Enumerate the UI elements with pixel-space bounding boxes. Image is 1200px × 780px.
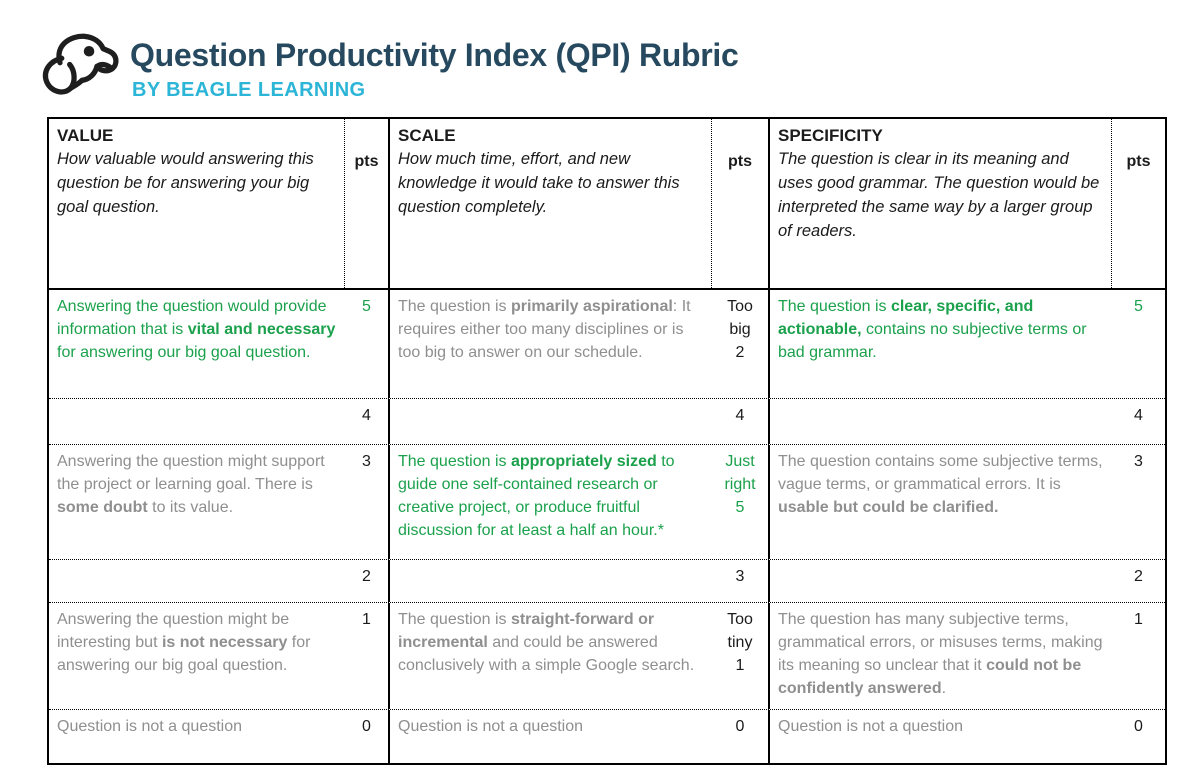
rubric-cell: 4 xyxy=(388,399,768,444)
cell-pts: 4 xyxy=(735,407,745,424)
cell-pts: 2 xyxy=(1134,568,1143,585)
cell-text: The question is clear, specific, and act… xyxy=(778,298,1087,361)
column-title: VALUE xyxy=(57,126,114,145)
cell-pts: 3 xyxy=(1134,453,1143,470)
cell-pts: 0 xyxy=(735,718,745,735)
cell-pts: 4 xyxy=(362,407,371,424)
cell-text: Question is not a question xyxy=(778,718,964,735)
cell-text: The question is primarily aspirational: … xyxy=(398,298,691,361)
pts-column-header: pts xyxy=(354,153,379,170)
column-description: The question is clear in its meaning and… xyxy=(778,150,1100,240)
cell-text: Question is not a question xyxy=(398,718,584,735)
column-group-specificity: SPECIFICITY The question is clear in its… xyxy=(768,119,1165,288)
cell-pts: 4 xyxy=(1134,407,1143,424)
cell-pts: 1 xyxy=(1134,611,1143,628)
pts-column-header: pts xyxy=(728,153,752,170)
page-header: Question Productivity Index (QPI) Rubric… xyxy=(38,28,739,108)
rubric-row-low: Answering the question might be interest… xyxy=(49,602,1165,709)
rubric-cell: Answering the question might be interest… xyxy=(49,603,388,709)
cell-text: Question is not a question xyxy=(57,718,243,735)
rubric-cell: The question contains some subjective te… xyxy=(768,445,1165,559)
cell-text: Answering the question would provide inf… xyxy=(57,298,336,361)
cell-pts: 5 xyxy=(1134,298,1143,315)
cell-pts: 0 xyxy=(362,718,371,735)
cell-text xyxy=(770,399,1112,444)
cell-text: Answering the question might be interest… xyxy=(57,611,311,674)
rubric-cell: 2 xyxy=(49,560,388,602)
cell-pts: Just right 5 xyxy=(724,453,756,516)
column-description: How valuable would answering this questi… xyxy=(57,150,314,216)
page-subtitle: BY BEAGLE LEARNING xyxy=(132,79,366,102)
rubric-cell: The question is appropriately sized to g… xyxy=(388,445,768,559)
rubric-cell: The question has many subjective terms, … xyxy=(768,603,1165,709)
cell-pts: 5 xyxy=(362,298,371,315)
column-header-value: VALUE How valuable would answering this … xyxy=(49,119,345,288)
table-header-row: VALUE How valuable would answering this … xyxy=(49,119,1165,290)
cell-text: The question contains some subjective te… xyxy=(778,453,1103,516)
rubric-cell: 4 xyxy=(49,399,388,444)
rubric-cell: Question is not a question 0 xyxy=(388,710,768,763)
column-title: SPECIFICITY xyxy=(778,126,883,145)
rubric-row-2pts: 2 3 2 xyxy=(49,559,1165,602)
cell-text: The question is straight-forward or incr… xyxy=(398,611,695,674)
column-group-value: VALUE How valuable would answering this … xyxy=(49,119,388,288)
rubric-cell: The question is primarily aspirational: … xyxy=(388,290,768,398)
cell-text xyxy=(390,399,712,444)
cell-pts: 3 xyxy=(735,568,745,585)
cell-pts: 3 xyxy=(362,453,371,470)
rubric-cell: The question is clear, specific, and act… xyxy=(768,290,1165,398)
cell-pts: 1 xyxy=(362,611,371,628)
cell-text: The question has many subjective terms, … xyxy=(778,611,1103,697)
rubric-cell: Question is not a question 0 xyxy=(49,710,388,763)
cell-pts: Too big 2 xyxy=(727,298,753,361)
rubric-row-top: Answering the question would provide inf… xyxy=(49,290,1165,398)
cell-text: Answering the question might support the… xyxy=(57,453,325,516)
rubric-row-zero: Question is not a question 0 Question is… xyxy=(49,709,1165,763)
cell-pts: 0 xyxy=(1134,718,1143,735)
cell-text: The question is appropriately sized to g… xyxy=(398,453,675,539)
rubric-table: VALUE How valuable would answering this … xyxy=(47,117,1167,765)
rubric-cell: Answering the question would provide inf… xyxy=(49,290,388,398)
cell-text xyxy=(49,399,345,444)
rubric-row-middle: Answering the question might support the… xyxy=(49,444,1165,559)
cell-text xyxy=(390,560,712,602)
rubric-cell: The question is straight-forward or incr… xyxy=(388,603,768,709)
rubric-row-4pts: 4 4 4 xyxy=(49,398,1165,444)
cell-text xyxy=(49,560,345,602)
column-description: How much time, effort, and new knowledge… xyxy=(398,150,680,216)
pts-column-header: pts xyxy=(1126,153,1151,170)
column-group-scale: SCALE How much time, effort, and new kno… xyxy=(388,119,768,288)
column-header-specificity: SPECIFICITY The question is clear in its… xyxy=(770,119,1112,288)
rubric-cell: 2 xyxy=(768,560,1165,602)
beagle-dog-icon xyxy=(38,28,126,108)
cell-text xyxy=(770,560,1112,602)
rubric-cell: 3 xyxy=(388,560,768,602)
column-title: SCALE xyxy=(398,126,456,145)
column-header-scale: SCALE How much time, effort, and new kno… xyxy=(390,119,712,288)
cell-pts: Too tiny 1 xyxy=(727,611,753,674)
rubric-cell: Answering the question might support the… xyxy=(49,445,388,559)
rubric-cell: 4 xyxy=(768,399,1165,444)
rubric-cell: Question is not a question 0 xyxy=(768,710,1165,763)
cell-pts: 2 xyxy=(362,568,371,585)
page-title: Question Productivity Index (QPI) Rubric xyxy=(130,37,739,73)
